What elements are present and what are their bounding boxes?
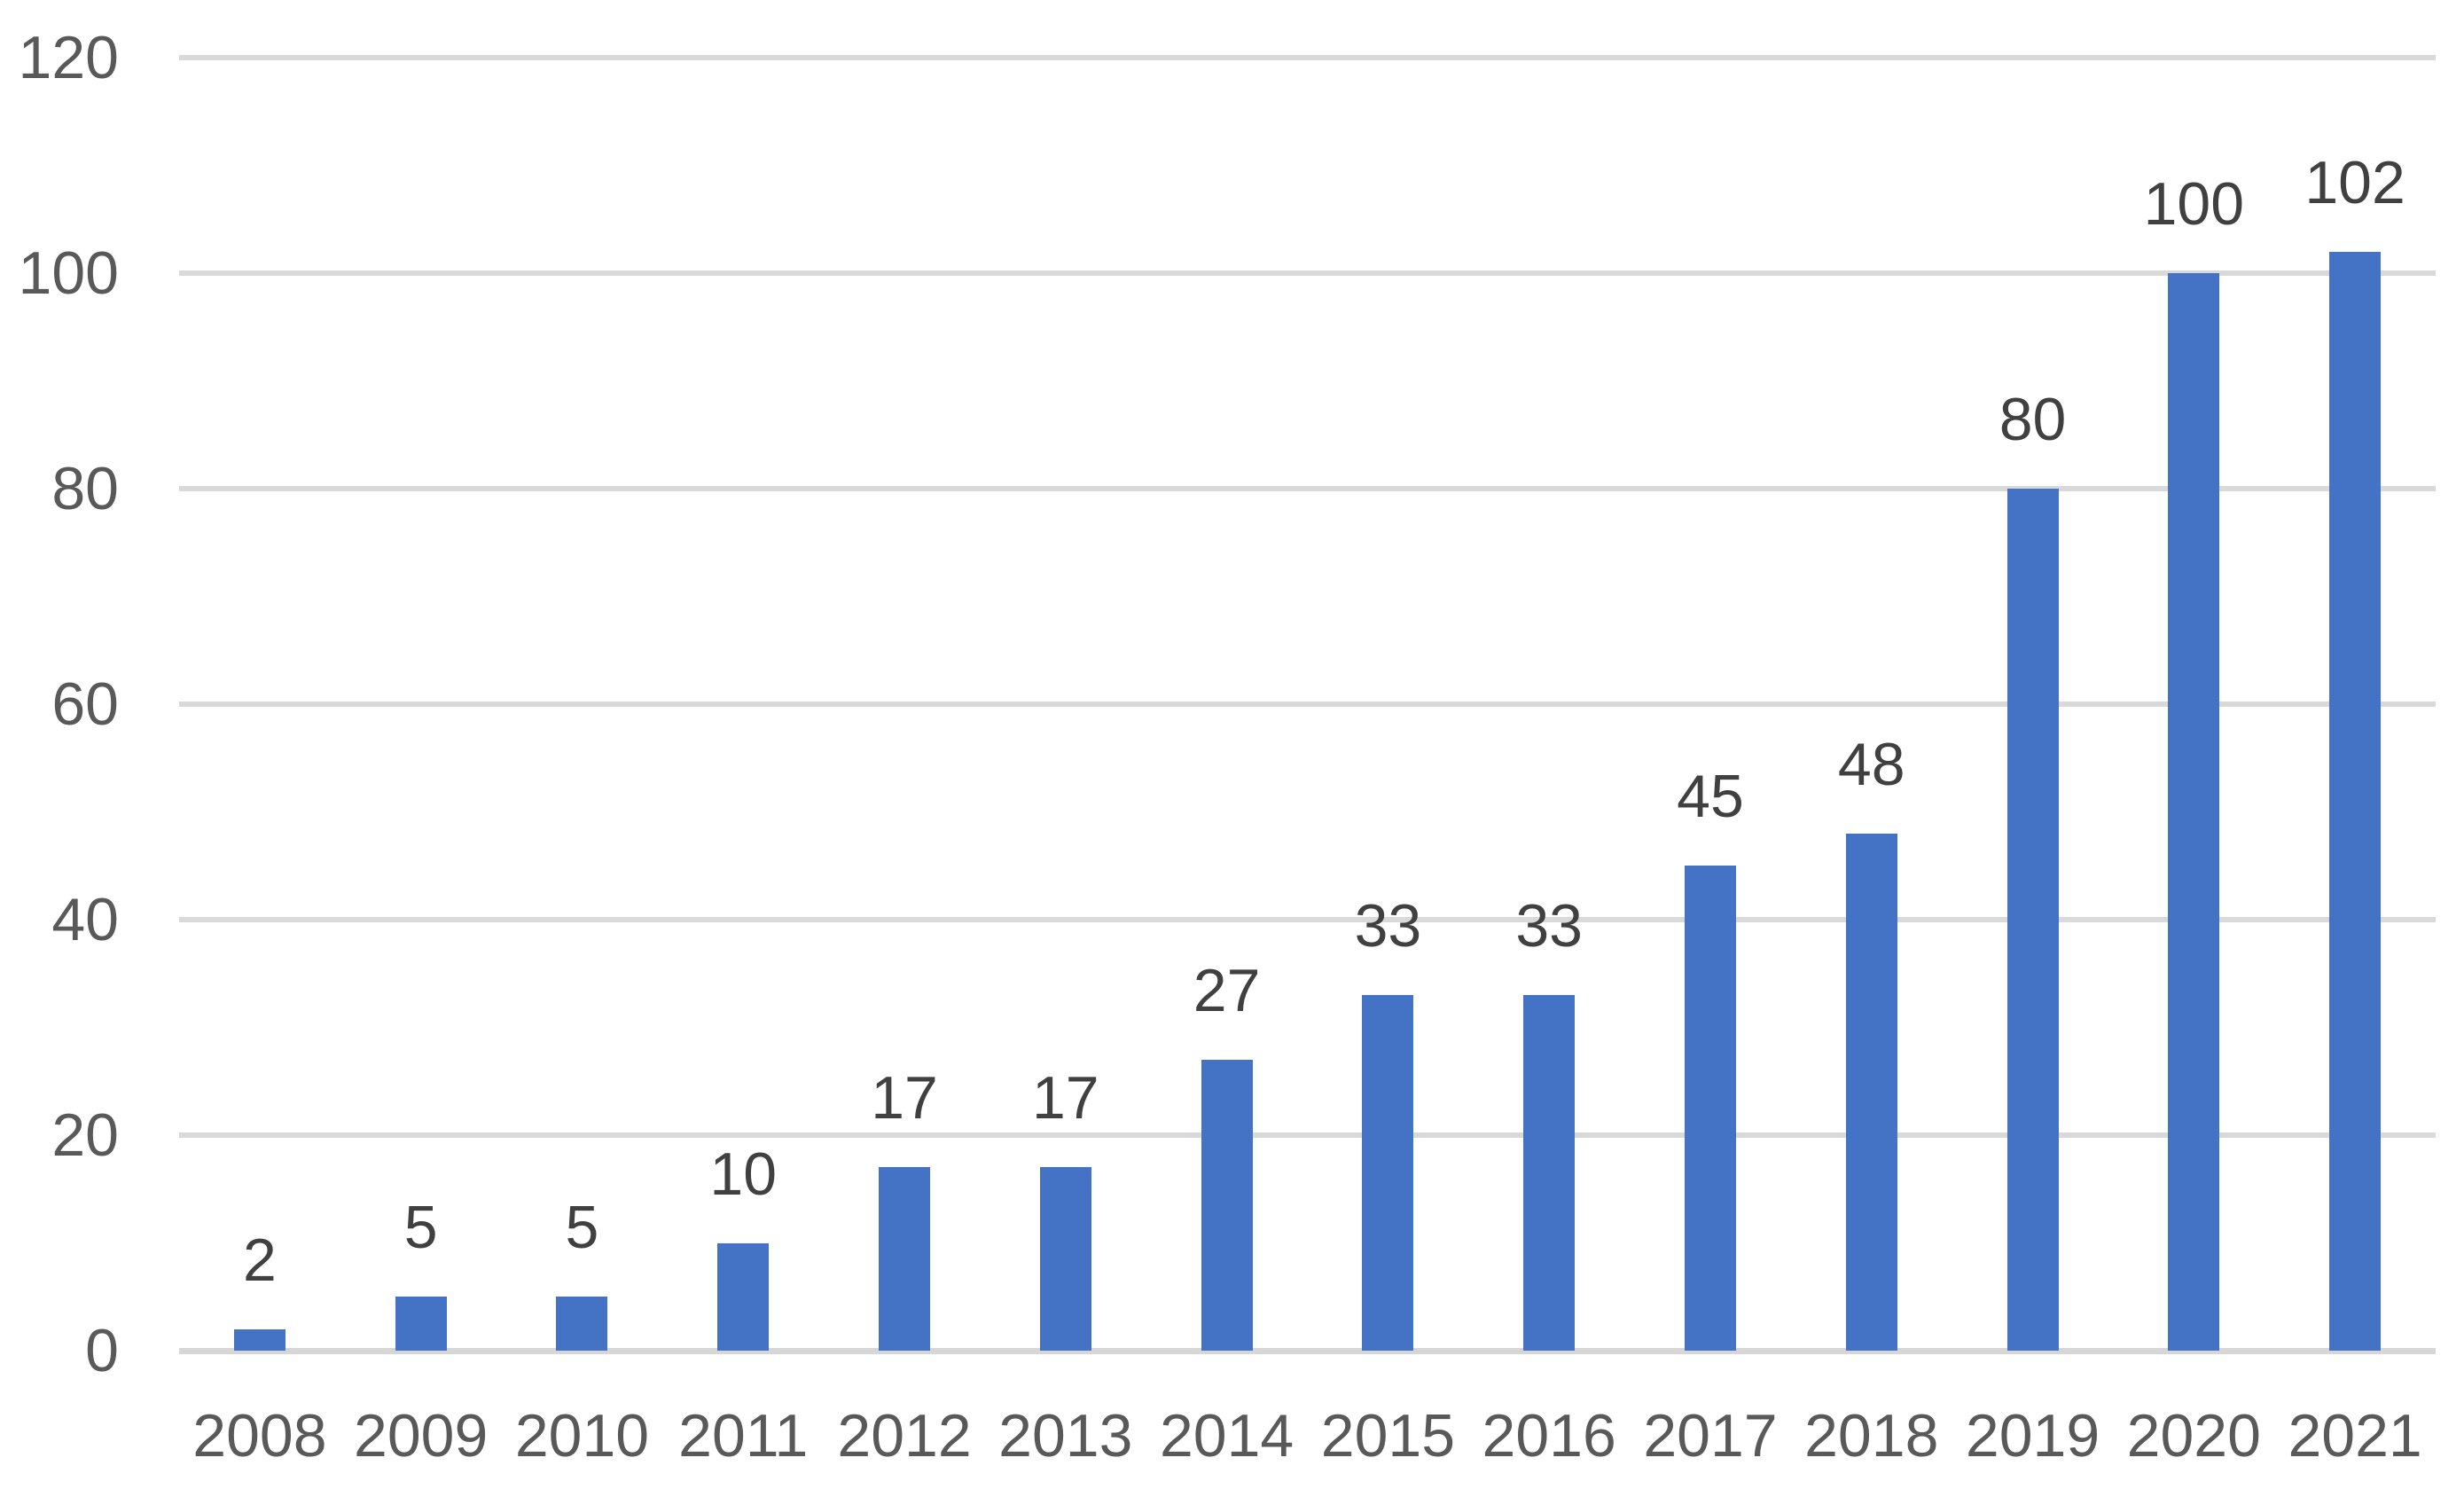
bar-data-label: 5: [565, 1194, 599, 1262]
gridline: [179, 701, 2436, 707]
bar-2020: [2168, 273, 2220, 1351]
y-tick-label: 120: [18, 24, 119, 91]
x-tick-label: 2009: [354, 1402, 489, 1469]
bar-2008: [233, 1328, 286, 1351]
bar-2018: [1845, 833, 1897, 1351]
y-tick-label: 0: [85, 1317, 119, 1384]
gridline: [179, 486, 2436, 491]
y-tick-label: 100: [18, 239, 119, 307]
bar-data-label: 10: [709, 1140, 778, 1208]
x-tick-label: 2018: [1804, 1402, 1939, 1469]
bar-data-label: 80: [1999, 386, 2067, 453]
gridline: [179, 55, 2436, 60]
x-tick-label: 2019: [1965, 1402, 2100, 1469]
bar-2012: [879, 1167, 931, 1351]
bar-data-label: 33: [1354, 892, 1422, 960]
gridline: [179, 1132, 2436, 1138]
bar-data-label: 5: [403, 1194, 438, 1262]
x-tick-label: 2010: [514, 1402, 650, 1469]
bar-data-label: 102: [2304, 148, 2405, 216]
x-tick-label: 2015: [1320, 1402, 1456, 1469]
x-tick-label: 2012: [837, 1402, 972, 1469]
bar-2010: [556, 1297, 608, 1351]
x-tick-label: 2011: [678, 1402, 809, 1469]
bar-data-label: 33: [1515, 892, 1583, 960]
x-tick-label: 2020: [2126, 1402, 2261, 1469]
bar-2015: [1362, 995, 1414, 1351]
x-tick-label: 2016: [1482, 1402, 1616, 1469]
bar-data-label: 48: [1837, 730, 1905, 798]
bar-2014: [1201, 1059, 1253, 1351]
bar-2009: [395, 1297, 447, 1351]
x-tick-label: 2014: [1159, 1402, 1295, 1469]
bar-data-label: 27: [1193, 956, 1261, 1024]
gridline: [179, 270, 2436, 276]
bar-2017: [1684, 866, 1736, 1351]
bar-2016: [1523, 995, 1576, 1351]
bar-2013: [1039, 1167, 1091, 1351]
x-axis-line: [179, 1348, 2436, 1354]
y-tick-label: 60: [51, 670, 119, 738]
x-tick-label: 2008: [192, 1402, 327, 1469]
bar-data-label: 17: [1031, 1064, 1099, 1132]
x-tick-label: 2017: [1643, 1402, 1778, 1469]
bar-data-label: 100: [2143, 170, 2245, 238]
y-tick-label: 20: [51, 1101, 119, 1169]
y-tick-label: 40: [51, 886, 119, 953]
x-tick-label: 2021: [2288, 1402, 2422, 1469]
bar-data-label: 2: [242, 1226, 277, 1294]
bar-2019: [2006, 489, 2059, 1351]
bar-2021: [2329, 251, 2382, 1351]
x-tick-label: 2013: [998, 1402, 1133, 1469]
bar-2011: [717, 1242, 770, 1351]
bar-data-label: 17: [871, 1064, 938, 1132]
gridline: [179, 917, 2436, 922]
y-tick-label: 80: [51, 455, 119, 522]
bar-data-label: 45: [1677, 763, 1744, 831]
